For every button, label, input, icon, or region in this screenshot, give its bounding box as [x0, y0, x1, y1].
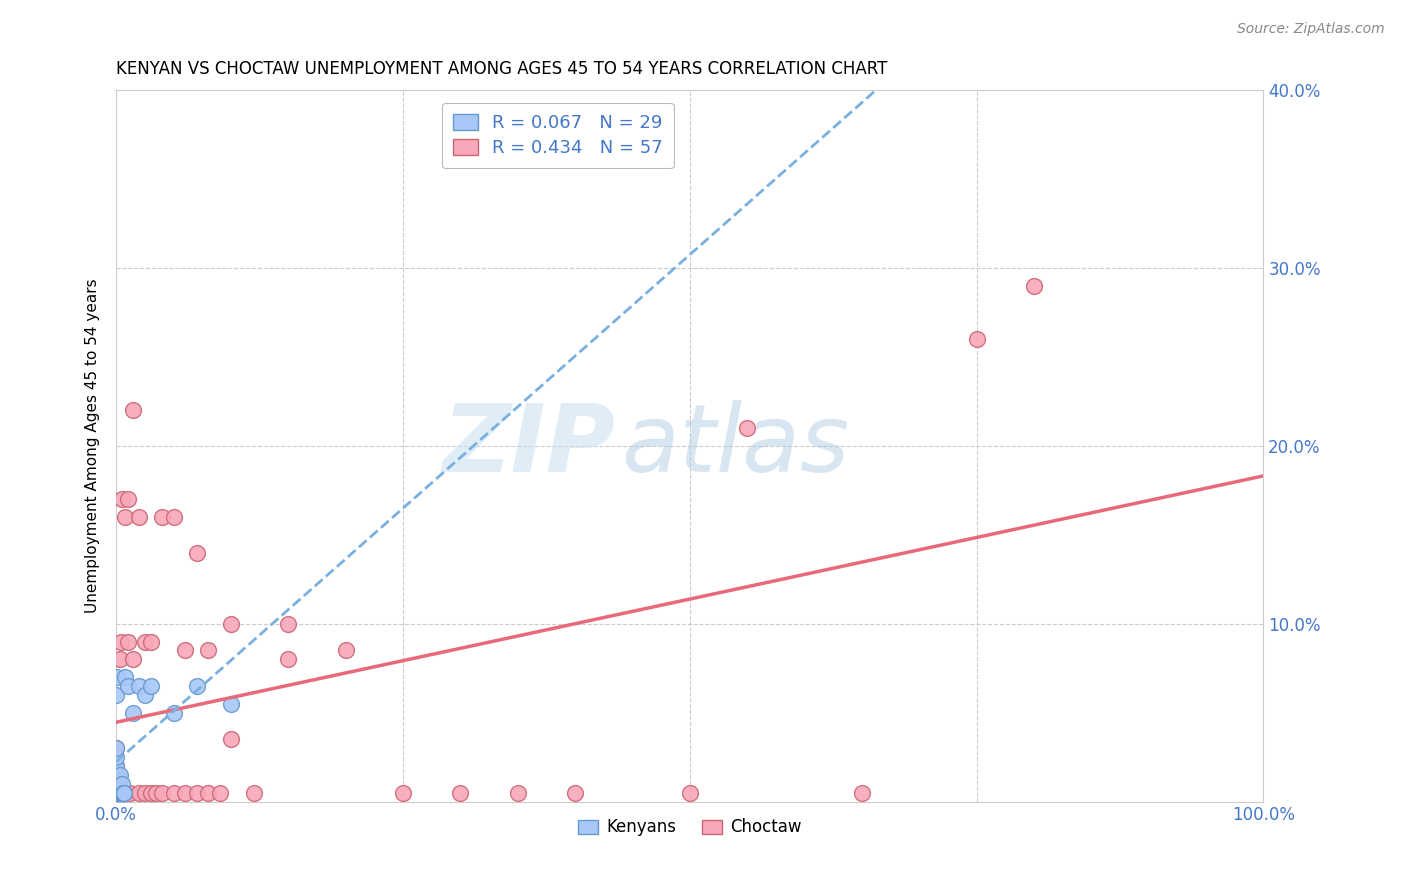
- Point: [219, 732, 242, 747]
- Point: [128, 510, 150, 524]
- Point: [243, 786, 266, 800]
- Point: [186, 546, 208, 560]
- Point: [111, 777, 134, 791]
- Point: [735, 421, 758, 435]
- Point: [110, 634, 132, 648]
- Point: [208, 786, 231, 800]
- Point: [392, 786, 415, 800]
- Point: [197, 643, 219, 657]
- Point: [145, 786, 167, 800]
- Point: [134, 786, 156, 800]
- Point: [122, 706, 145, 720]
- Point: [186, 679, 208, 693]
- Point: [110, 786, 132, 800]
- Point: [105, 786, 128, 800]
- Point: [139, 634, 162, 648]
- Point: [150, 510, 173, 524]
- Point: [107, 777, 129, 791]
- Y-axis label: Unemployment Among Ages 45 to 54 years: Unemployment Among Ages 45 to 54 years: [86, 278, 100, 613]
- Point: [107, 786, 129, 800]
- Point: [105, 795, 128, 809]
- Point: [110, 786, 132, 800]
- Point: [174, 643, 197, 657]
- Point: [174, 786, 197, 800]
- Point: [335, 643, 357, 657]
- Point: [105, 741, 128, 756]
- Point: [117, 492, 139, 507]
- Point: [111, 786, 134, 800]
- Point: [128, 679, 150, 693]
- Point: [105, 768, 128, 782]
- Point: [108, 786, 131, 800]
- Point: [679, 786, 702, 800]
- Point: [105, 759, 128, 773]
- Point: [506, 786, 529, 800]
- Point: [105, 768, 128, 782]
- Point: [117, 679, 139, 693]
- Point: [139, 786, 162, 800]
- Point: [128, 786, 150, 800]
- Point: [219, 697, 242, 711]
- Point: [197, 786, 219, 800]
- Point: [162, 786, 184, 800]
- Point: [107, 768, 129, 782]
- Point: [122, 403, 145, 417]
- Text: KENYAN VS CHOCTAW UNEMPLOYMENT AMONG AGES 45 TO 54 YEARS CORRELATION CHART: KENYAN VS CHOCTAW UNEMPLOYMENT AMONG AGE…: [117, 60, 887, 78]
- Point: [107, 786, 129, 800]
- Legend: Kenyans, Choctaw: Kenyans, Choctaw: [572, 812, 808, 843]
- Point: [112, 786, 135, 800]
- Point: [118, 786, 141, 800]
- Point: [186, 786, 208, 800]
- Point: [105, 759, 128, 773]
- Point: [105, 750, 128, 764]
- Point: [108, 652, 131, 666]
- Point: [150, 786, 173, 800]
- Point: [114, 510, 136, 524]
- Point: [107, 786, 129, 800]
- Point: [134, 688, 156, 702]
- Point: [277, 616, 299, 631]
- Point: [111, 492, 134, 507]
- Point: [277, 652, 299, 666]
- Point: [851, 786, 873, 800]
- Point: [105, 688, 128, 702]
- Point: [139, 679, 162, 693]
- Point: [117, 634, 139, 648]
- Point: [105, 786, 128, 800]
- Point: [1022, 278, 1045, 293]
- Point: [107, 777, 129, 791]
- Point: [114, 786, 136, 800]
- Point: [107, 670, 129, 684]
- Text: ZIP: ZIP: [443, 400, 616, 491]
- Point: [112, 786, 135, 800]
- Point: [107, 777, 129, 791]
- Point: [449, 786, 471, 800]
- Point: [105, 777, 128, 791]
- Point: [108, 768, 131, 782]
- Point: [564, 786, 586, 800]
- Point: [114, 670, 136, 684]
- Point: [162, 510, 184, 524]
- Point: [966, 332, 988, 346]
- Point: [112, 786, 135, 800]
- Point: [162, 706, 184, 720]
- Point: [107, 786, 129, 800]
- Point: [134, 634, 156, 648]
- Point: [111, 786, 134, 800]
- Point: [112, 786, 135, 800]
- Point: [105, 777, 128, 791]
- Point: [108, 786, 131, 800]
- Point: [219, 616, 242, 631]
- Text: Source: ZipAtlas.com: Source: ZipAtlas.com: [1237, 22, 1385, 37]
- Point: [122, 652, 145, 666]
- Text: atlas: atlas: [621, 401, 849, 491]
- Point: [105, 741, 128, 756]
